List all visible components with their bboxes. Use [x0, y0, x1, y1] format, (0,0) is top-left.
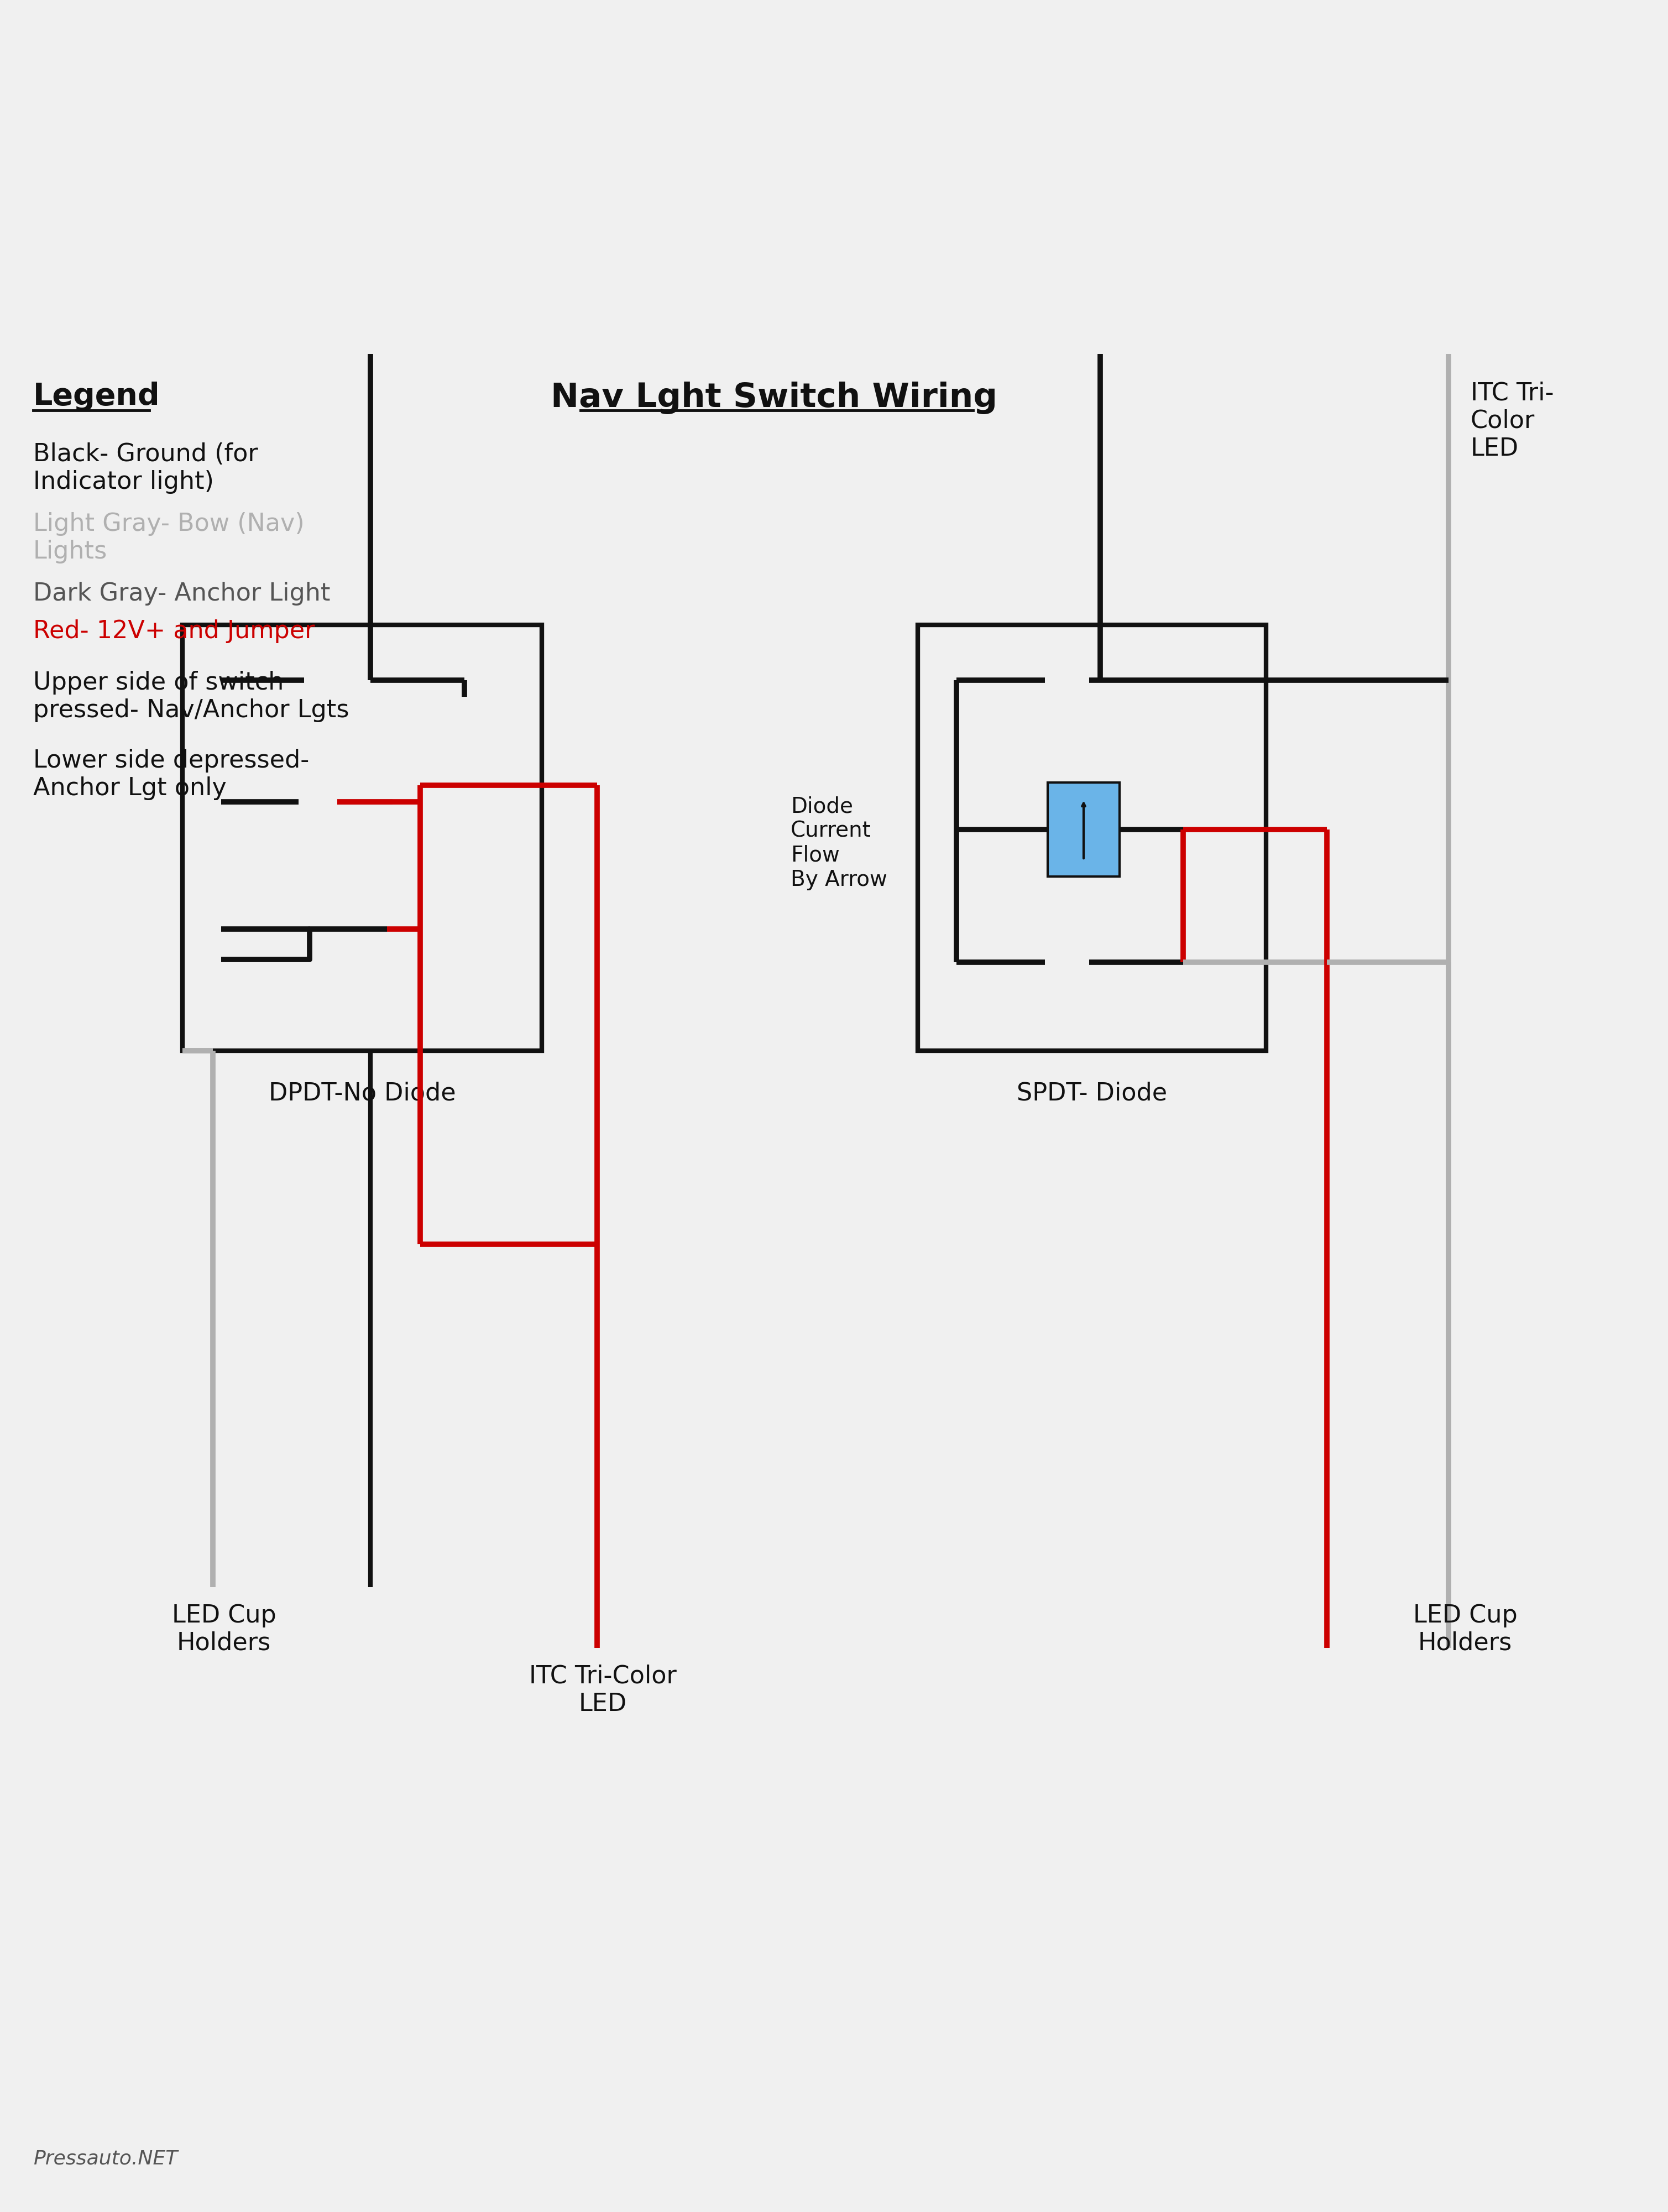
- Text: Pressauto.NET: Pressauto.NET: [33, 2150, 178, 2168]
- Text: Nav Lght Switch Wiring: Nav Lght Switch Wiring: [550, 380, 997, 414]
- Text: Black- Ground (for
Indicator light): Black- Ground (for Indicator light): [33, 442, 259, 493]
- Text: Light Gray- Bow (Nav)
Lights: Light Gray- Bow (Nav) Lights: [33, 513, 305, 564]
- Bar: [1048, 783, 1119, 876]
- Text: ITC Tri-
Color
LED: ITC Tri- Color LED: [1471, 380, 1555, 460]
- Text: Diode
Current
Flow
By Arrow: Diode Current Flow By Arrow: [791, 796, 887, 889]
- Text: Lower side depressed-
Anchor Lgt only: Lower side depressed- Anchor Lgt only: [33, 748, 309, 801]
- Text: Legend: Legend: [33, 380, 160, 411]
- Text: Red- 12V+ and Jumper: Red- 12V+ and Jumper: [33, 619, 315, 644]
- Text: LED Cup
Holders: LED Cup Holders: [172, 1604, 277, 1655]
- Bar: [182, 624, 542, 1051]
- Text: Upper side of switch
pressed- Nav/Anchor Lgts: Upper side of switch pressed- Nav/Anchor…: [33, 670, 349, 721]
- Text: SPDT- Diode: SPDT- Diode: [1017, 1082, 1168, 1104]
- Text: DPDT-No Diode: DPDT-No Diode: [269, 1082, 455, 1104]
- Bar: [917, 624, 1266, 1051]
- Text: LED Cup
Holders: LED Cup Holders: [1413, 1604, 1518, 1655]
- Text: Dark Gray- Anchor Light: Dark Gray- Anchor Light: [33, 582, 330, 606]
- Text: ITC Tri-Color
LED: ITC Tri-Color LED: [529, 1663, 677, 1717]
